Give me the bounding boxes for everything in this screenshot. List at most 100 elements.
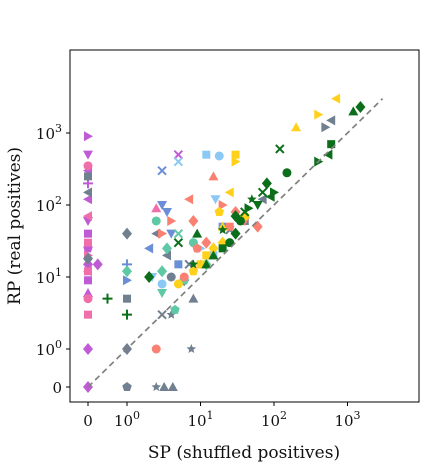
data-point xyxy=(214,206,225,217)
data-point xyxy=(218,200,228,210)
data-point xyxy=(167,215,177,226)
data-point xyxy=(224,187,234,198)
data-point xyxy=(83,211,92,222)
data-point xyxy=(122,227,132,240)
data-point xyxy=(157,288,168,298)
data-point xyxy=(161,207,172,217)
data-point xyxy=(151,203,162,213)
data-point xyxy=(84,276,92,285)
data-point xyxy=(231,150,240,159)
data-point xyxy=(230,210,241,223)
data-point xyxy=(225,222,234,231)
data-point xyxy=(144,243,154,254)
data-point xyxy=(151,216,161,226)
x-tick-label: 103 xyxy=(334,409,360,430)
data-point xyxy=(291,122,302,132)
data-point xyxy=(83,161,93,171)
data-point xyxy=(161,242,172,255)
data-point xyxy=(167,382,178,391)
data-point xyxy=(151,344,161,354)
data-point xyxy=(257,194,267,205)
data-point xyxy=(83,266,92,277)
y-tick-label: 0 xyxy=(52,379,62,397)
data-point xyxy=(102,293,113,304)
data-point xyxy=(201,259,212,269)
data-point xyxy=(157,165,167,176)
data-point xyxy=(83,343,93,355)
data-point xyxy=(157,265,168,278)
data-point xyxy=(166,309,177,319)
y-tick-label: 101 xyxy=(36,266,62,287)
data-point xyxy=(218,244,227,253)
data-point xyxy=(151,382,162,392)
data-point xyxy=(159,382,170,391)
data-point xyxy=(327,140,336,149)
data-point xyxy=(230,227,241,240)
data-point xyxy=(192,243,202,253)
data-point xyxy=(83,194,92,205)
data-point xyxy=(196,260,205,269)
data-point xyxy=(202,150,211,159)
data-point xyxy=(151,228,161,239)
data-point xyxy=(275,144,285,154)
x-tick-label: 101 xyxy=(187,409,213,430)
data-point xyxy=(217,224,228,235)
data-point xyxy=(323,149,333,160)
data-point xyxy=(122,382,132,392)
axis-ticks: 0 100 101 102 103 0 100 101 102 103 xyxy=(36,122,361,430)
data-point xyxy=(348,106,359,116)
data-point xyxy=(247,194,257,204)
data-point xyxy=(326,115,336,126)
data-point xyxy=(282,168,292,178)
data-point xyxy=(179,272,189,282)
data-point xyxy=(84,131,93,142)
y-axis-label: RP (real positives) xyxy=(5,147,25,305)
data-point xyxy=(122,265,132,278)
data-point xyxy=(123,275,132,286)
data-point xyxy=(208,250,219,260)
data-point xyxy=(83,287,93,297)
data-point xyxy=(214,151,224,161)
data-point xyxy=(231,156,241,167)
data-point xyxy=(261,177,272,190)
y-tick-label: 100 xyxy=(36,338,62,359)
data-point xyxy=(173,237,184,248)
data-point xyxy=(208,171,219,181)
data-point xyxy=(257,187,268,198)
data-point xyxy=(83,150,93,160)
data-point xyxy=(314,109,324,120)
data-point xyxy=(144,271,155,283)
data-marks xyxy=(83,93,366,393)
data-point xyxy=(321,122,331,133)
x-tick-label: 0 xyxy=(83,412,93,430)
data-point xyxy=(173,279,183,289)
data-point xyxy=(161,250,171,261)
data-point xyxy=(202,251,211,260)
data-point xyxy=(92,258,103,271)
data-point xyxy=(244,203,254,214)
data-point xyxy=(184,194,194,205)
data-point xyxy=(201,236,212,249)
data-point xyxy=(84,229,92,238)
data-point xyxy=(83,252,93,265)
data-point xyxy=(192,228,203,238)
data-point xyxy=(84,238,92,247)
data-point xyxy=(84,310,92,319)
data-point xyxy=(174,260,183,269)
y-tick-label: 102 xyxy=(36,194,62,215)
data-point xyxy=(208,242,219,255)
data-point xyxy=(188,266,199,276)
data-point xyxy=(355,100,366,113)
data-point xyxy=(188,259,199,269)
data-point xyxy=(186,344,197,354)
data-point xyxy=(188,293,199,303)
data-point xyxy=(173,156,184,167)
data-point xyxy=(84,172,92,181)
data-point xyxy=(123,294,131,303)
y-tick-label: 103 xyxy=(36,122,62,143)
x-tick-label: 100 xyxy=(114,409,140,430)
data-point xyxy=(166,272,176,282)
reference-diagonal xyxy=(87,98,384,388)
